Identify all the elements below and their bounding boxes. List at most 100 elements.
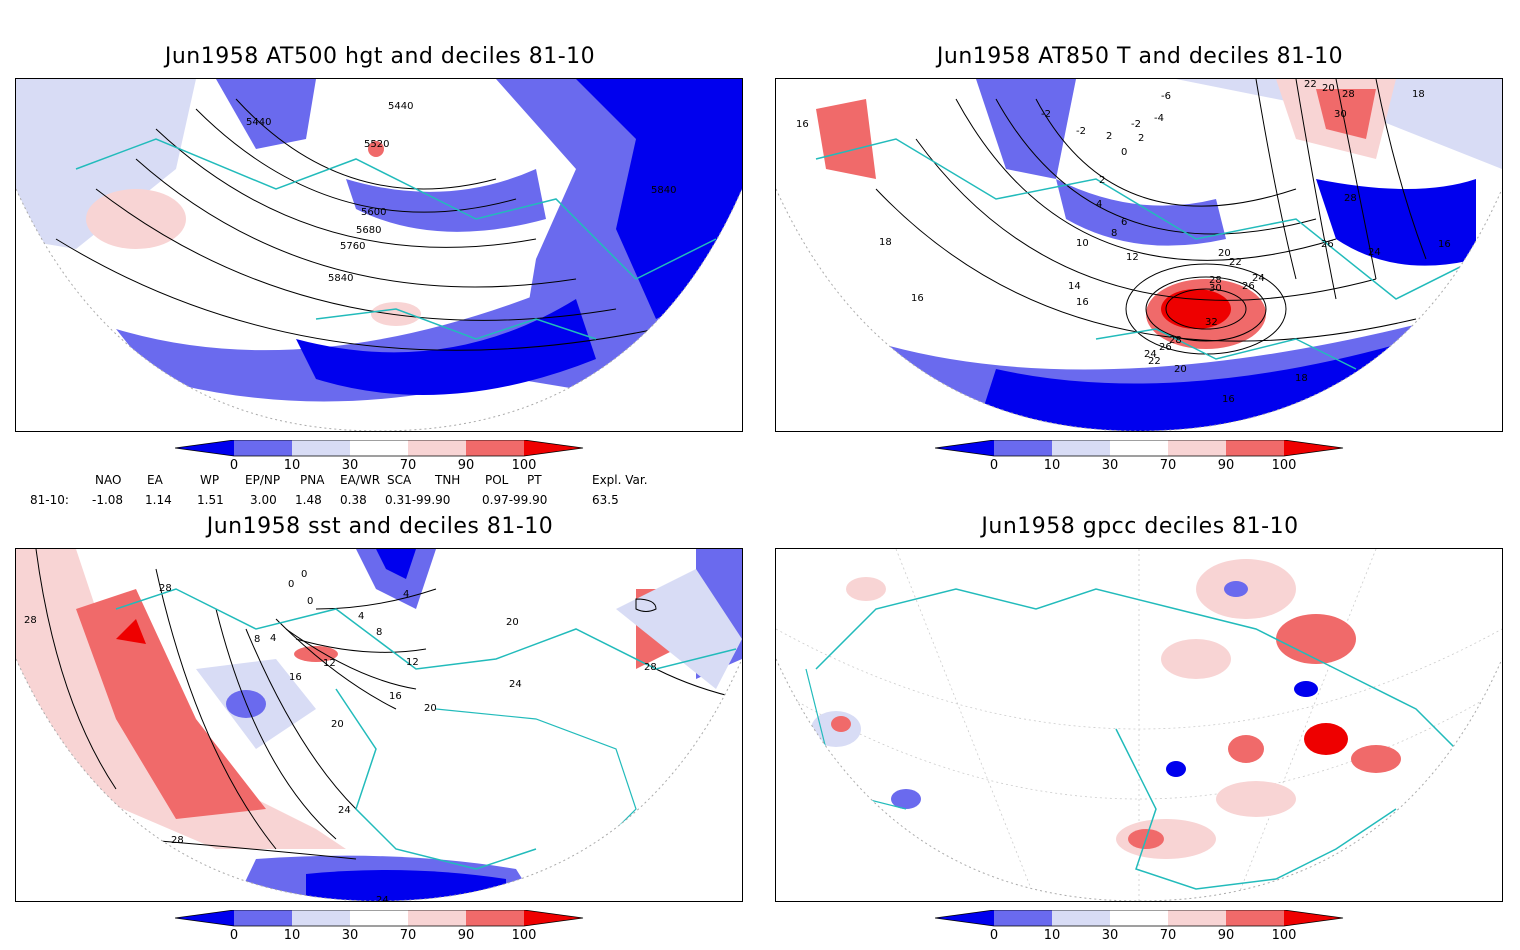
colorbar-tick: 100 bbox=[511, 928, 537, 943]
colorbar-tick: 0 bbox=[989, 458, 999, 473]
contour-label: 28 bbox=[159, 583, 172, 594]
contour-label: 16 bbox=[389, 691, 402, 702]
colorbar-tick: 30 bbox=[1101, 458, 1119, 473]
contour-label: 24 bbox=[376, 895, 389, 901]
contour-label: 8 bbox=[254, 634, 260, 645]
contour-label: 16 bbox=[1222, 394, 1235, 405]
contour-label: 22 bbox=[1229, 257, 1242, 268]
map-panel-hgt500: 5440 5440 5520 5600 5680 5760 5840 5840 bbox=[15, 78, 743, 432]
contour-label: 20 bbox=[1218, 248, 1231, 259]
index-header: SCA bbox=[387, 473, 412, 487]
contour-label: 5600 bbox=[361, 207, 386, 218]
colorbar-tick: 90 bbox=[1217, 458, 1235, 473]
colorbar-tick: 0 bbox=[229, 458, 239, 473]
contour-label: 0 bbox=[1121, 147, 1127, 158]
contour-label: 18 bbox=[1295, 373, 1308, 384]
colorbar-tick: 30 bbox=[341, 928, 359, 943]
colorbar-tick: 10 bbox=[283, 458, 301, 473]
contour-label: 5520 bbox=[364, 139, 389, 150]
contour-label: 28 bbox=[171, 835, 184, 846]
map-gpcc bbox=[776, 549, 1502, 901]
colorbar-tick: 30 bbox=[341, 458, 359, 473]
contour-label: -6 bbox=[1161, 91, 1171, 102]
contour-label: 24 bbox=[1144, 349, 1157, 360]
contour-label: 12 bbox=[406, 657, 419, 668]
contour-label: 12 bbox=[1126, 252, 1139, 263]
contour-label: 5840 bbox=[328, 273, 353, 284]
index-header: WP bbox=[200, 473, 220, 487]
contour-label: 18 bbox=[879, 237, 892, 248]
contour-label: 14 bbox=[1068, 281, 1081, 292]
colorbar-tick: 100 bbox=[1271, 928, 1297, 943]
colorbar-tick: 70 bbox=[1159, 928, 1177, 943]
map-sst: 28 28 0 0 0 4 4 8 12 16 20 24 28 20 20 2… bbox=[16, 549, 742, 901]
contour-label: 30 bbox=[1209, 283, 1222, 294]
contour-label: 32 bbox=[1205, 317, 1218, 328]
index-value: 63.5 bbox=[592, 493, 619, 507]
contour-label: 24 bbox=[509, 679, 522, 690]
colorbar-tick: 70 bbox=[399, 458, 417, 473]
contour-label: 5760 bbox=[340, 241, 365, 252]
contour-label: 28 bbox=[1344, 193, 1357, 204]
index-value: 0.38 bbox=[340, 493, 367, 507]
panel-title-gpcc: Jun1958 gpcc deciles 81-10 bbox=[981, 514, 1299, 539]
contour-label: 5840 bbox=[651, 185, 676, 196]
index-header: Expl. Var. bbox=[592, 473, 648, 487]
contour-label: 4 bbox=[403, 589, 409, 600]
index-header: PNA bbox=[300, 473, 325, 487]
contour-label: 26 bbox=[1242, 281, 1255, 292]
colorbar-swatches bbox=[174, 909, 584, 927]
contour-label: 16 bbox=[1076, 297, 1089, 308]
contour-label: 5440 bbox=[246, 117, 271, 128]
contour-label: 16 bbox=[289, 672, 302, 683]
contour-label: 24 bbox=[1368, 247, 1381, 258]
contour-label: 2 bbox=[1099, 175, 1105, 186]
colorbar-swatches bbox=[934, 439, 1344, 457]
colorbar-tick: 10 bbox=[283, 928, 301, 943]
contour-label: 28 bbox=[1209, 275, 1222, 286]
contour-label: 26 bbox=[1159, 342, 1172, 353]
contour-label: 26 bbox=[1321, 239, 1334, 250]
colorbar-tick: 10 bbox=[1043, 458, 1061, 473]
contour-label: 0 bbox=[307, 596, 313, 607]
contour-label: 2 bbox=[1138, 133, 1144, 144]
contour-label: -4 bbox=[1154, 113, 1164, 124]
index-value: 1.51 bbox=[197, 493, 224, 507]
contour-label: 12 bbox=[323, 658, 336, 669]
contour-label: 20 bbox=[1174, 364, 1187, 375]
index-value: 3.00 bbox=[250, 493, 277, 507]
colorbar-t850: 0 10 30 70 90 100 bbox=[934, 439, 1355, 480]
contour-label: 22 bbox=[1304, 79, 1317, 90]
panel-title-sst: Jun1958 sst and deciles 81-10 bbox=[206, 514, 554, 539]
contour-label: 22 bbox=[1148, 356, 1161, 367]
contour-label: 5440 bbox=[388, 101, 413, 112]
contour-label: 24 bbox=[1252, 273, 1265, 284]
contour-label: 18 bbox=[1412, 89, 1425, 100]
contour-label: 5680 bbox=[356, 225, 381, 236]
colorbar-gpcc: 0 10 30 70 90 100 bbox=[934, 909, 1355, 950]
contour-label: 4 bbox=[1096, 199, 1102, 210]
colorbar-tick: 100 bbox=[1271, 458, 1297, 473]
contour-label: 10 bbox=[1076, 238, 1089, 249]
contour-label: 28 bbox=[24, 615, 37, 626]
index-row-label: 81-10: bbox=[30, 493, 69, 507]
contour-label: 20 bbox=[506, 617, 519, 628]
index-header: EP/NP bbox=[245, 473, 281, 487]
contour-label: 30 bbox=[1334, 109, 1347, 120]
index-header: POL bbox=[485, 473, 509, 487]
index-value: -1.08 bbox=[92, 493, 124, 507]
colorbar-tick: 70 bbox=[1159, 458, 1177, 473]
index-header: NAO bbox=[95, 473, 122, 487]
index-value: 0.31-99.90 bbox=[385, 493, 451, 507]
map-t850: 16 -2 -6 -4 -2 2 0 2 -2 2 4 6 8 10 12 14… bbox=[776, 79, 1502, 431]
contour-label: 0 bbox=[288, 579, 294, 590]
index-header: EA/WR bbox=[340, 473, 381, 487]
contour-label: 20 bbox=[331, 719, 344, 730]
contour-label: 16 bbox=[911, 293, 924, 304]
colorbar-tick: 30 bbox=[1101, 928, 1119, 943]
contour-label: 16 bbox=[1438, 239, 1451, 250]
colorbar-tick: 90 bbox=[457, 458, 475, 473]
colorbar-tick: 90 bbox=[1217, 928, 1235, 943]
contour-label: 20 bbox=[1322, 83, 1335, 94]
panel-title-hgt500: Jun1958 AT500 hgt and deciles 81-10 bbox=[164, 44, 596, 69]
